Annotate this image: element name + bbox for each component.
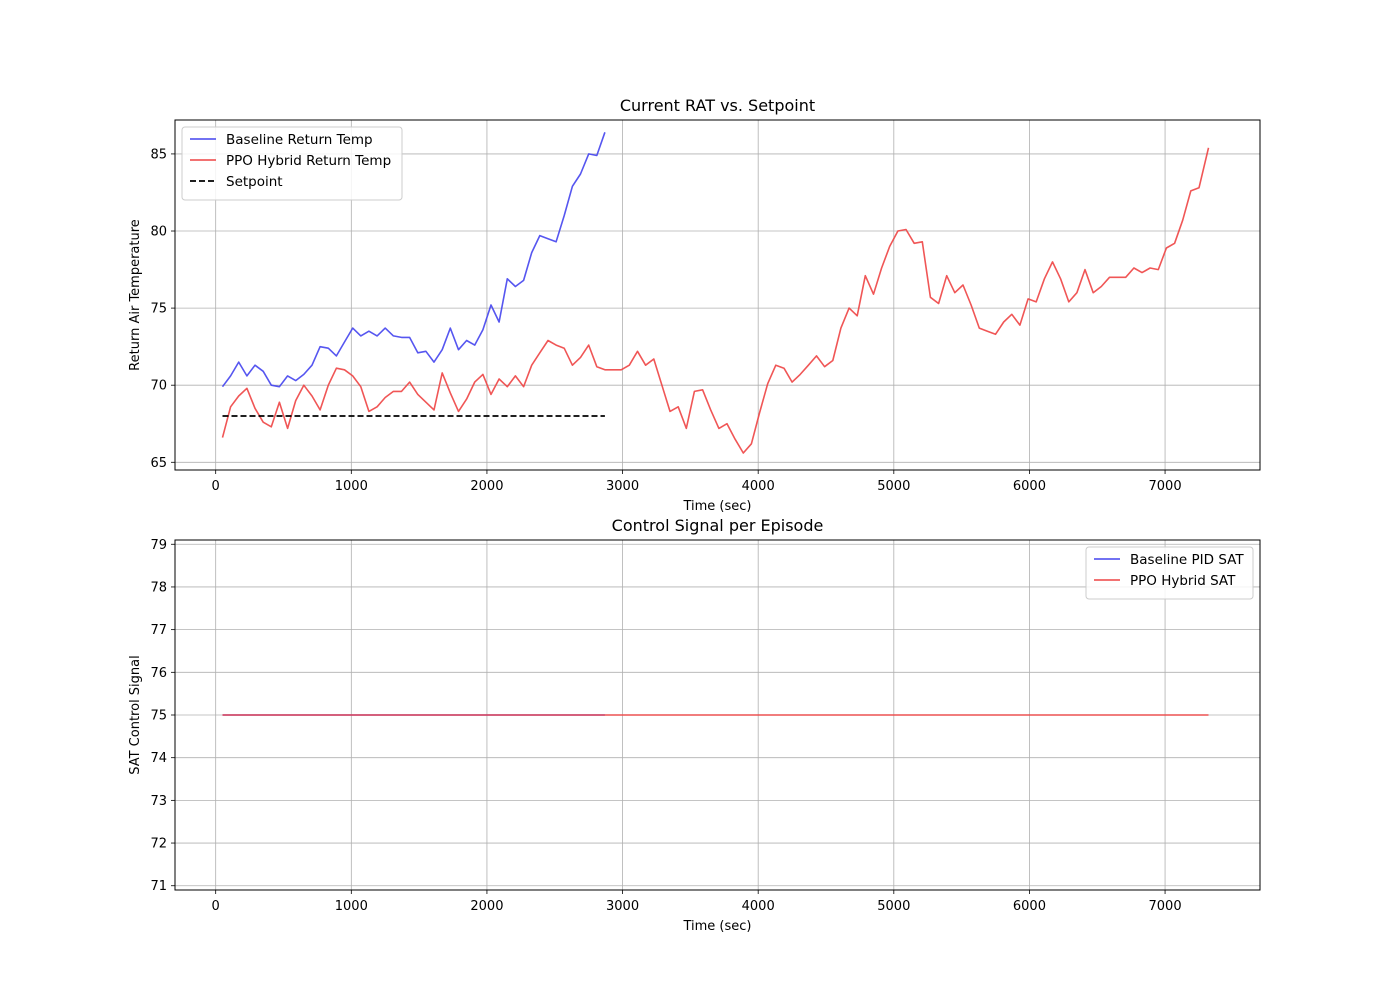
x-tick-label: 0 (212, 479, 220, 494)
legend-label: PPO Hybrid SAT (1130, 573, 1236, 589)
legend-label: PPO Hybrid Return Temp (226, 153, 391, 169)
return-temp-chart: 0 1000 2000 3000 4000 5000 6000 70006570758085 … (128, 96, 1261, 514)
series-line (221, 147, 1210, 454)
x-tick-label: 1000 (335, 899, 368, 914)
x-tick-label: 5000 (877, 899, 910, 914)
x-tick-label: 5000 (877, 479, 910, 494)
legend-box (181, 126, 403, 201)
x-axis-label: Time (sec) (682, 499, 751, 514)
y-tick-label: 85 (150, 147, 167, 162)
chart-title: Current RAT vs. Setpoint (620, 96, 815, 115)
y-tick-label: 76 (150, 666, 167, 681)
y-tick-label: 79 (150, 538, 167, 553)
x-tick-label: 4000 (742, 479, 775, 494)
series-line (221, 132, 606, 388)
y-tick-label: 74 (150, 751, 167, 766)
x-tick-label: 0 (212, 899, 220, 914)
y-axis-label: Return Air Temperature (128, 219, 143, 371)
y-tick-label: 71 (150, 879, 167, 894)
x-tick-label: 2000 (470, 479, 503, 494)
x-tick-label: 4000 (742, 899, 775, 914)
legend-box (1085, 546, 1254, 600)
plot-lines (221, 132, 1210, 454)
ticks: 0 1000 2000 3000 4000 5000 6000 7000 71 72 73 74 75 7… (150, 538, 1181, 914)
y-tick-label: 75 (150, 302, 167, 317)
x-tick-label: 7000 (1149, 479, 1182, 494)
y-tick-label: 77 (150, 623, 167, 638)
x-tick-label: 6000 (1013, 899, 1046, 914)
legend-label: Baseline Return Temp (226, 132, 373, 148)
x-tick-label: 3000 (606, 479, 639, 494)
y-tick-label: 80 (150, 225, 167, 240)
ticks: 0 1000 2000 3000 4000 5000 6000 7000 65 70 75 80 85 (150, 147, 1181, 494)
x-tick-label: 6000 (1013, 479, 1046, 494)
y-tick-label: 65 (150, 456, 167, 471)
grid (175, 120, 1260, 470)
x-tick-label: 7000 (1149, 899, 1182, 914)
y-tick-label: 70 (150, 379, 167, 394)
control-signal-chart: 0 1000 2000 3000 4000 5000 6000 7000 71 72 73 74 75 7… (128, 516, 1261, 934)
legend: Baseline PID SAT PPO Hybrid SAT (1085, 546, 1254, 600)
y-tick-label: 75 (150, 709, 167, 724)
axes-frame (174, 119, 1261, 471)
x-axis-label: Time (sec) (682, 919, 751, 934)
y-axis-label: SAT Control Signal (128, 655, 143, 775)
legend-label: Baseline PID SAT (1130, 552, 1244, 568)
y-tick-label: 73 (150, 794, 167, 809)
legend-label: Setpoint (226, 174, 283, 190)
y-tick-label: 72 (150, 837, 167, 852)
legend: Baseline Return Temp PPO Hybrid Return Te… (181, 126, 403, 201)
y-tick-label: 78 (150, 580, 167, 595)
x-tick-label: 3000 (606, 899, 639, 914)
x-tick-label: 1000 (335, 479, 368, 494)
x-tick-label: 2000 (470, 899, 503, 914)
chart-title: Control Signal per Episode (612, 516, 824, 535)
